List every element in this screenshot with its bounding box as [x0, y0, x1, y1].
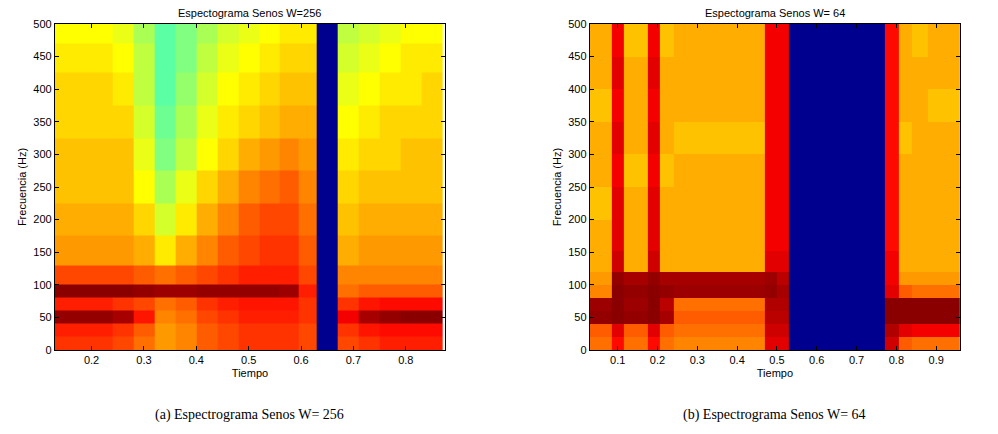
svg-text:0.3: 0.3	[690, 354, 705, 366]
svg-text:100: 100	[568, 279, 586, 291]
svg-text:0.5: 0.5	[241, 354, 256, 366]
svg-text:150: 150	[568, 246, 586, 258]
svg-text:0.8: 0.8	[889, 354, 904, 366]
svg-text:400: 400	[568, 83, 586, 95]
svg-text:250: 250	[33, 181, 51, 193]
svg-text:0.8: 0.8	[398, 354, 413, 366]
svg-text:100: 100	[33, 279, 51, 291]
svg-text:500: 500	[568, 18, 586, 30]
svg-text:Frecuencia (Hz): Frecuencia (Hz)	[16, 148, 28, 226]
svg-text:0.2: 0.2	[84, 354, 99, 366]
svg-text:350: 350	[568, 116, 586, 128]
svg-text:450: 450	[33, 50, 51, 62]
svg-text:450: 450	[568, 50, 586, 62]
svg-text:200: 200	[33, 213, 51, 225]
svg-text:Espectograma Senos W= 64: Espectograma Senos W= 64	[705, 7, 845, 19]
svg-text:50: 50	[39, 311, 51, 323]
svg-text:300: 300	[33, 148, 51, 160]
svg-text:0.7: 0.7	[849, 354, 864, 366]
svg-text:0.6: 0.6	[809, 354, 824, 366]
svg-text:0.9: 0.9	[929, 354, 944, 366]
svg-text:(a) Espectrograma Senos W= 256: (a) Espectrograma Senos W= 256	[155, 407, 344, 423]
svg-text:0.5: 0.5	[769, 354, 784, 366]
svg-text:0.2: 0.2	[650, 354, 665, 366]
svg-text:50: 50	[574, 311, 586, 323]
svg-text:350: 350	[33, 116, 51, 128]
svg-text:0.1: 0.1	[610, 354, 625, 366]
svg-text:250: 250	[568, 181, 586, 193]
svg-text:Espectograma Senos W=256: Espectograma Senos W=256	[178, 7, 321, 19]
svg-text:200: 200	[568, 213, 586, 225]
svg-text:Tiempo: Tiempo	[757, 367, 793, 379]
svg-text:Frecuencia (Hz): Frecuencia (Hz)	[551, 148, 563, 226]
svg-text:400: 400	[33, 83, 51, 95]
svg-text:150: 150	[33, 246, 51, 258]
svg-text:(b) Espectrograma Senos W= 64: (b) Espectrograma Senos W= 64	[683, 407, 866, 423]
svg-text:0: 0	[580, 344, 586, 356]
svg-text:0.6: 0.6	[293, 354, 308, 366]
svg-text:Tiempo: Tiempo	[232, 367, 268, 379]
svg-text:0.3: 0.3	[136, 354, 151, 366]
svg-text:300: 300	[568, 148, 586, 160]
svg-text:500: 500	[33, 18, 51, 30]
svg-text:0.4: 0.4	[189, 354, 204, 366]
svg-text:0.7: 0.7	[346, 354, 361, 366]
svg-text:0.4: 0.4	[729, 354, 744, 366]
svg-text:0: 0	[46, 344, 52, 356]
